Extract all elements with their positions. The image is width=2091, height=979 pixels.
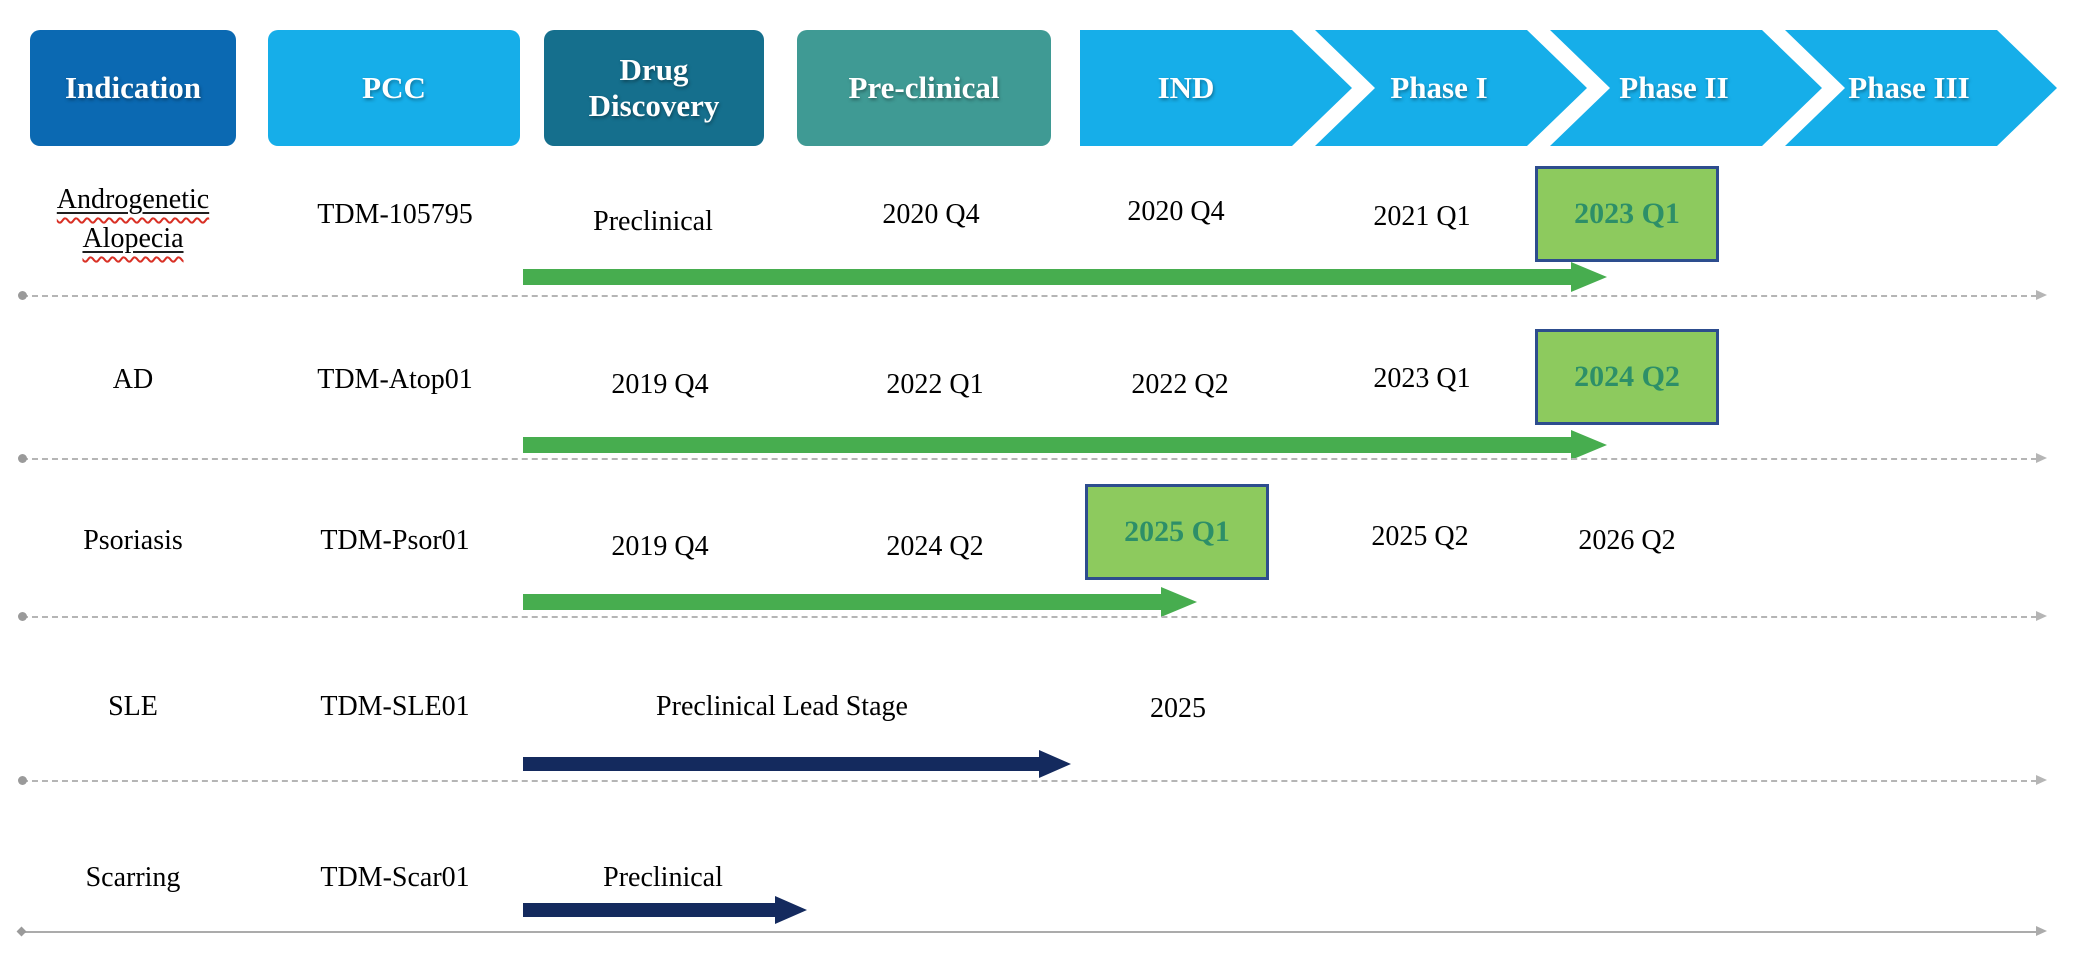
row-separator-4: [18, 775, 2047, 785]
row1-phase1: 2021 Q1: [1373, 201, 1471, 232]
row3-pre-clinical: 2024 Q2: [886, 531, 984, 562]
row2-pcc: TDM-Atop01: [317, 364, 473, 395]
row3-arrow-shaft: [523, 594, 1163, 610]
bottom-axis-line: [22, 926, 2047, 936]
row5-pcc: TDM-Scar01: [320, 862, 470, 893]
row2-milestone-box: 2024 Q2: [1535, 329, 1719, 425]
row1-indication-line1: Androgenetic: [56, 184, 210, 215]
header-phase3-chevron: Phase III: [1785, 30, 2057, 146]
row3-progress-arrow: [523, 587, 1197, 617]
header-pre-clinical: Pre-clinical: [797, 30, 1051, 146]
header-indication: Indication: [30, 30, 236, 146]
row2-progress-arrow: [523, 430, 1607, 460]
row5-arrow-head-icon: [775, 896, 807, 924]
header-ind-chevron: IND: [1080, 30, 1352, 146]
row1-progress-arrow: [523, 262, 1607, 292]
row1-indication-line2: Alopecia: [82, 223, 184, 254]
row2-arrow-shaft: [523, 437, 1573, 453]
row1-drug-discovery: Preclinical: [593, 206, 713, 237]
row3-drug-discovery: 2019 Q4: [611, 531, 709, 562]
row4-pcc: TDM-SLE01: [320, 691, 470, 722]
row2-drug-discovery: 2019 Q4: [611, 369, 709, 400]
row2-ind: 2022 Q2: [1131, 369, 1229, 400]
row5-stage: Preclinical: [603, 862, 723, 893]
row-separator-2: [18, 453, 2047, 463]
row-separator-3: [18, 611, 2047, 621]
row1-arrow-head-icon: [1571, 262, 1607, 292]
row-separator-1: [18, 290, 2047, 300]
row3-milestone-box: 2025 Q1: [1085, 484, 1269, 580]
row1-ind: 2020 Q4: [1127, 196, 1225, 227]
row3-arrow-head-icon: [1161, 587, 1197, 617]
header-phase2-chevron: Phase II: [1550, 30, 1822, 146]
row3-phase2: 2026 Q2: [1578, 525, 1676, 556]
row1-arrow-shaft: [523, 269, 1573, 285]
row2-arrow-head-icon: [1571, 430, 1607, 460]
row5-indication: Scarring: [85, 862, 181, 893]
row2-indication: AD: [112, 364, 154, 395]
row4-stage: Preclinical Lead Stage: [656, 691, 908, 722]
header-pcc: PCC: [268, 30, 520, 146]
row2-pre-clinical: 2022 Q1: [886, 369, 984, 400]
header-phase1-chevron: Phase I: [1315, 30, 1587, 146]
row1-pcc: TDM-105795: [317, 199, 473, 230]
row3-indication: Psoriasis: [83, 525, 183, 556]
row2-phase1: 2023 Q1: [1373, 363, 1471, 394]
row5-arrow-shaft: [523, 903, 777, 917]
row4-indication: SLE: [108, 691, 158, 722]
row1-indication: Androgenetic Alopecia: [57, 180, 209, 258]
row4-arrow-head-icon: [1039, 750, 1071, 778]
header-drug-discovery: Drug Discovery: [544, 30, 764, 146]
row3-phase1: 2025 Q2: [1371, 521, 1469, 552]
row1-pre-clinical: 2020 Q4: [882, 199, 980, 230]
row4-arrow-shaft: [523, 757, 1041, 771]
row1-milestone-box: 2023 Q1: [1535, 166, 1719, 262]
row4-progress-arrow: [523, 750, 1071, 778]
row5-progress-arrow: [523, 896, 807, 924]
row3-pcc: TDM-Psor01: [320, 525, 470, 556]
row4-ind: 2025: [1150, 693, 1206, 724]
